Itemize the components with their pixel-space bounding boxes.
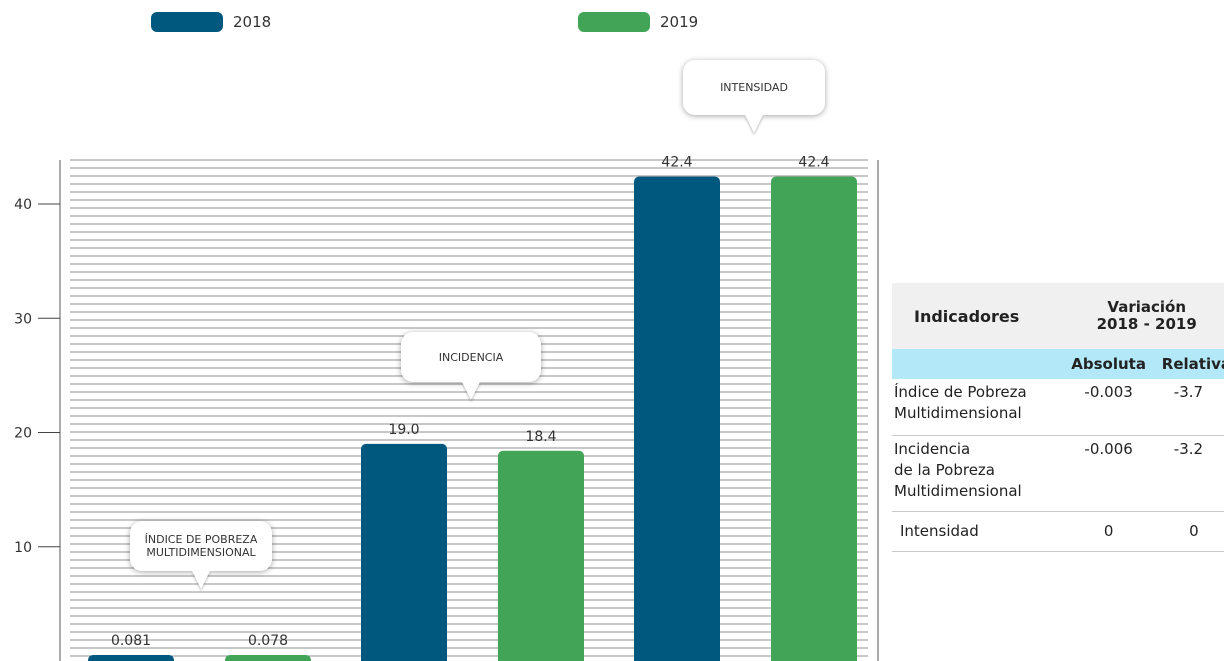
bar-2019-1 xyxy=(225,655,311,661)
table-row: Intensidad 0 0 xyxy=(892,511,1224,552)
bar-value-label: 0.078 xyxy=(248,633,288,649)
callout-indice: ÍNDICE DE POBREZA MULTIDIMENSIONAL xyxy=(130,521,272,571)
row-relativa: -3.2 xyxy=(1155,435,1224,512)
row-name-line: Intensidad xyxy=(900,521,979,540)
subheader-blank xyxy=(892,349,1062,379)
bar-value-label: 42.4 xyxy=(798,155,829,171)
chart-legend: 2018 2019 xyxy=(0,12,1224,36)
row-relativa: 0 xyxy=(1155,511,1224,552)
y-tick-label: 10 xyxy=(14,540,32,556)
bar-2019-3 xyxy=(771,176,857,661)
row-name-line: Índice de Pobreza xyxy=(894,383,1027,401)
row-name-line: Multidimensional xyxy=(894,481,1022,500)
legend-item-2019: 2019 xyxy=(578,12,698,32)
legend-label-2019: 2019 xyxy=(660,13,699,31)
bar-2018-3 xyxy=(634,176,720,661)
legend-swatch-2018 xyxy=(151,12,223,32)
row-name-line: Incidencia xyxy=(894,439,971,458)
row-indicator-name: Índice de Pobreza Multidimensional xyxy=(892,379,1062,436)
bar-value-label: 42.4 xyxy=(661,155,692,171)
legend-item-2018: 2018 xyxy=(151,12,271,32)
legend-swatch-2019 xyxy=(578,12,650,32)
callout-incidencia-text: INCIDENCIA xyxy=(438,350,504,364)
y-tick-label: 20 xyxy=(14,426,32,442)
table-header-row: Indicadores Variación 2018 - 2019 xyxy=(892,283,1224,349)
callout-incidencia: INCIDENCIA xyxy=(401,332,541,382)
table-row: Incidencia de la Pobreza Multidimensiona… xyxy=(892,435,1224,512)
bar-value-label: 0.081 xyxy=(111,633,151,649)
row-indicator-name: Intensidad xyxy=(892,511,1062,552)
header-variacion: Variación 2018 - 2019 xyxy=(1061,283,1224,349)
header-indicadores: Indicadores xyxy=(892,283,1062,349)
table-row: Índice de Pobreza Multidimensional -0.00… xyxy=(892,379,1224,436)
bar-value-label: 19.0 xyxy=(388,422,419,438)
bar-value-label: 18.4 xyxy=(525,429,556,445)
y-tick-label: 30 xyxy=(14,311,32,327)
legend-label-2018: 2018 xyxy=(233,13,272,31)
row-relativa: -3.7 xyxy=(1155,379,1224,436)
callout-indice-text: ÍNDICE DE POBREZA MULTIDIMENSIONAL xyxy=(144,533,258,559)
bar-chart: 10 20 30 40 0.081 0.078 19.0 18.4 42.4 42.4 xyxy=(14,155,879,661)
callout-intensidad: INTENSIDAD xyxy=(683,60,825,115)
callout-intensidad-text: INTENSIDAD xyxy=(720,81,788,94)
header-periodo: 2018 - 2019 xyxy=(1096,315,1197,333)
row-name-line: de la Pobreza xyxy=(894,460,995,479)
bar-2018-1 xyxy=(88,655,174,661)
row-absoluta: -0.003 xyxy=(1061,379,1156,436)
bar-2018-2 xyxy=(361,443,447,661)
variation-table: Indicadores Variación 2018 - 2019 Absolu… xyxy=(892,283,1224,552)
row-absoluta: 0 xyxy=(1061,511,1156,552)
header-variacion-label: Variación xyxy=(1107,298,1186,316)
bar-2019-2 xyxy=(498,450,584,661)
row-name-line: Multidimensional xyxy=(894,404,1022,422)
y-tick-label: 40 xyxy=(14,197,32,213)
table-subheader-row: Absoluta Relativa xyxy=(892,349,1224,379)
subheader-absoluta: Absoluta xyxy=(1061,349,1156,379)
subheader-relativa: Relativa xyxy=(1155,349,1224,379)
row-indicator-name: Incidencia de la Pobreza Multidimensiona… xyxy=(892,435,1062,512)
row-absoluta: -0.006 xyxy=(1061,435,1156,512)
variation-table-container: Indicadores Variación 2018 - 2019 Absolu… xyxy=(892,283,1224,552)
